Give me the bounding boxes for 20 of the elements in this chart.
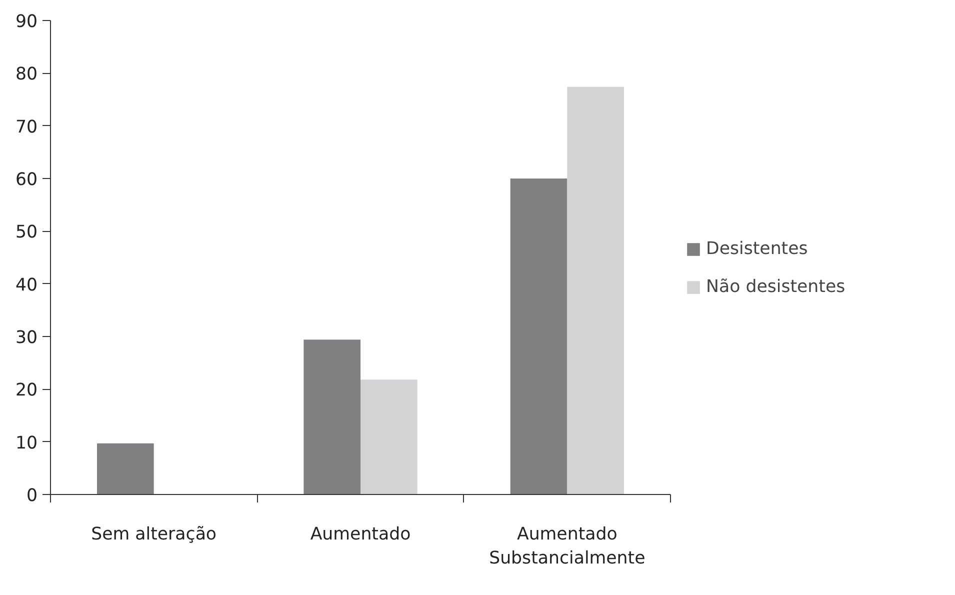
bar <box>97 443 154 494</box>
y-tick-label: 20 <box>15 380 38 401</box>
bar <box>510 178 568 494</box>
y-tick-label: 10 <box>15 433 38 454</box>
x-tick-label: Sem alteração <box>91 524 217 544</box>
y-tick-label: 80 <box>15 64 38 85</box>
y-tick-label: 90 <box>15 12 38 32</box>
bar <box>304 340 360 494</box>
y-tick-label: 40 <box>15 275 38 296</box>
x-tick-label: Aumentado Substancialmente <box>489 524 646 568</box>
legend-label: Desistentes <box>706 239 808 259</box>
x-tick-label: Aumentado <box>310 524 411 544</box>
y-tick-label: 50 <box>15 222 38 243</box>
y-tick-label: 30 <box>15 328 38 348</box>
bar <box>567 86 624 494</box>
bar <box>360 380 418 494</box>
y-tick-label: 60 <box>15 170 38 190</box>
legend-label: Não desistentes <box>706 277 846 297</box>
y-tick-label: 70 <box>15 117 38 138</box>
y-tick-label: 0 <box>26 486 38 506</box>
